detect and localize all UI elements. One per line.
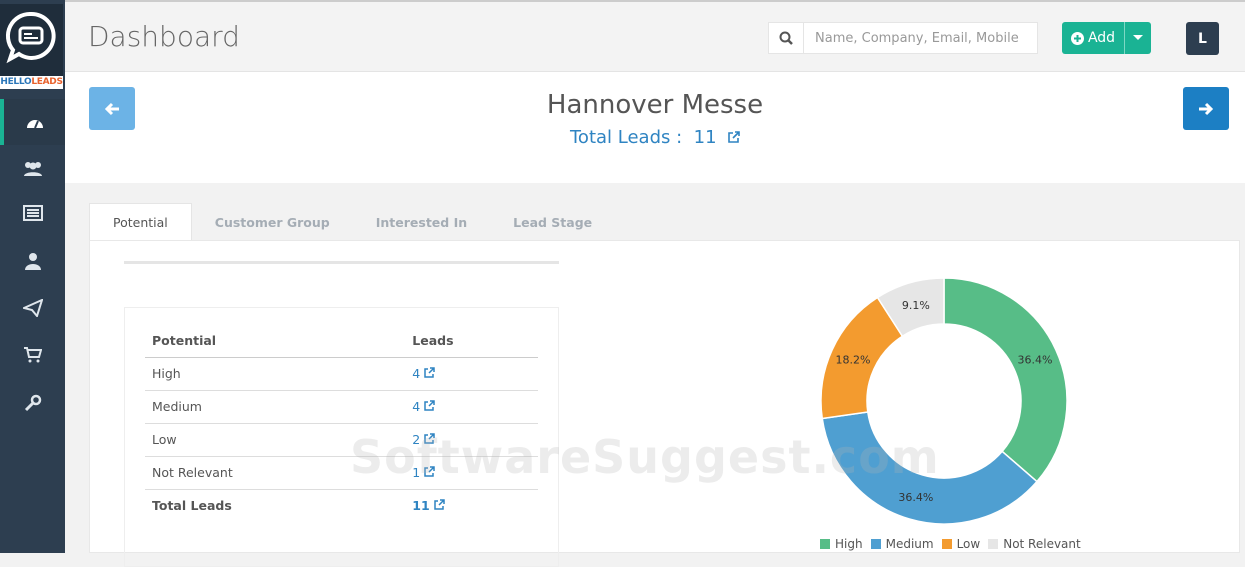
sidebar-item-dashboard[interactable]: [0, 99, 65, 145]
total-label: Total Leads: [152, 498, 232, 514]
legend-item[interactable]: Not Relevant: [988, 537, 1081, 551]
chat-logo-icon: [5, 11, 56, 64]
avatar[interactable]: L: [1186, 22, 1219, 55]
legend-swatch: [870, 539, 881, 549]
add-label: Add: [1087, 30, 1116, 46]
divider: [124, 261, 559, 264]
table-row: Not Relevant 1: [145, 456, 538, 490]
plus-circle-icon: [1070, 31, 1084, 45]
external-link-icon: [434, 499, 445, 510]
event-banner: Hannover Messe Total Leads : 11: [65, 72, 1245, 183]
chart-legend: High Medium Low Not Relevant: [820, 537, 1081, 551]
donut-slice-medium[interactable]: [821, 411, 1039, 525]
total-leads-table-link[interactable]: 11: [412, 498, 445, 513]
logo[interactable]: HELLOLEADS: [0, 4, 63, 89]
legend-item[interactable]: Low: [941, 537, 981, 551]
legend-item[interactable]: High: [820, 537, 863, 551]
total-leads-label: Total Leads :: [570, 127, 683, 148]
leads-cell: 4: [412, 357, 538, 391]
arrow-left-icon: [104, 102, 119, 115]
potential-table-card: Potential Leads High 4 Medium 4 Low 2 Not Re…: [124, 307, 559, 567]
tab-bar: Potential Customer Group Interested In L…: [89, 203, 615, 241]
slice-label: 9.1%: [902, 299, 930, 312]
external-link-icon: [424, 433, 435, 444]
tab-customer-group[interactable]: Customer Group: [214, 214, 330, 230]
table-row: Medium 4: [145, 390, 538, 424]
sidebar-item-contacts[interactable]: [0, 145, 65, 191]
event-name: Hannover Messe: [546, 90, 764, 120]
potential-table: Potential Leads High 4 Medium 4 Low 2 Not Re…: [145, 324, 538, 522]
external-link-icon: [424, 400, 435, 411]
sidebar-item-store[interactable]: [0, 332, 65, 378]
search-box: [768, 22, 1038, 54]
leads-cell: 1: [412, 456, 538, 490]
total-cell: 11: [412, 489, 538, 522]
legend-swatch: [941, 539, 952, 549]
external-link-icon: [424, 466, 435, 477]
column-header-leads: Leads: [412, 324, 538, 358]
legend-swatch: [988, 539, 999, 549]
leads-cell: 2: [412, 423, 538, 457]
top-header: Dashboard Add L: [65, 0, 1245, 72]
total-leads-value: 11: [693, 127, 717, 148]
leads-cell: 4: [412, 390, 538, 424]
tab-lead-stage[interactable]: Lead Stage: [513, 214, 593, 230]
previous-event-button[interactable]: [89, 87, 135, 130]
add-button[interactable]: Add: [1062, 22, 1125, 54]
arrow-right-icon: [1199, 102, 1214, 115]
slice-label: 36.4%: [898, 491, 933, 504]
sidebar-item-lists[interactable]: [0, 190, 65, 236]
potential-label: High: [145, 357, 413, 391]
search-icon[interactable]: [769, 23, 804, 53]
sidebar-item-settings[interactable]: [0, 380, 65, 426]
donut-slice-high[interactable]: [943, 277, 1068, 483]
leads-link[interactable]: 4: [412, 366, 435, 381]
caret-down-icon: [1133, 35, 1143, 40]
potential-label: Low: [145, 423, 413, 457]
table-row: Low 2: [145, 423, 538, 457]
users-icon: [23, 162, 42, 176]
slice-label: 18.2%: [836, 353, 871, 366]
list-icon: [22, 205, 43, 221]
legend-label: Not Relevant: [1003, 537, 1081, 551]
add-button-group: Add: [1062, 22, 1151, 54]
send-icon: [22, 299, 43, 317]
cart-icon: [23, 347, 42, 363]
table-row: High 4: [145, 357, 538, 391]
potential-label: Medium: [145, 390, 413, 424]
add-dropdown-toggle[interactable]: [1125, 22, 1151, 54]
total-leads-link[interactable]: Total Leads : 11: [65, 127, 1245, 148]
legend-label: Low: [956, 537, 981, 551]
total-row: Total Leads 11: [145, 489, 538, 522]
tab-panel: Potential Leads High 4 Medium 4 Low 2 Not Re…: [89, 240, 1240, 567]
potential-donut-chart: 36.4% 36.4% 18.2% 9.1%: [820, 277, 1068, 525]
legend-label: High: [835, 537, 863, 551]
sidebar: HELLOLEADS: [0, 0, 65, 553]
potential-label: Not Relevant: [145, 456, 413, 490]
external-link-icon: [424, 367, 435, 378]
leads-link[interactable]: 1: [412, 465, 435, 480]
legend-swatch: [820, 539, 830, 549]
column-header-potential: Potential: [145, 324, 413, 358]
external-link-icon: [728, 131, 740, 143]
slice-label: 36.4%: [1017, 353, 1052, 366]
legend-label: Medium: [885, 537, 934, 551]
sidebar-item-campaigns[interactable]: [0, 285, 65, 331]
sidebar-item-profile[interactable]: [0, 238, 65, 284]
leads-link[interactable]: 2: [412, 432, 435, 447]
user-icon: [24, 253, 41, 270]
wrench-icon: [24, 394, 41, 412]
page-title: Dashboard: [88, 20, 240, 53]
tab-potential[interactable]: Potential: [89, 203, 192, 241]
legend-item[interactable]: Medium: [870, 537, 934, 551]
donut-slice-not-relevant[interactable]: [876, 277, 945, 338]
search-input[interactable]: [804, 23, 1034, 53]
leads-link[interactable]: 4: [412, 399, 435, 414]
watermark: SoftwareSuggest.com: [350, 430, 940, 484]
next-event-button[interactable]: [1183, 87, 1229, 130]
dashboard-icon: [26, 120, 43, 129]
tab-interested-in[interactable]: Interested In: [375, 214, 468, 230]
logo-text: HELLOLEADS: [0, 76, 63, 89]
